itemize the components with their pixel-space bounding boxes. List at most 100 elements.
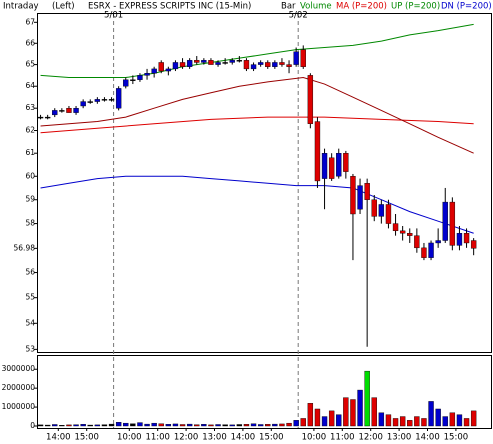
indicator-line xyxy=(40,23,474,79)
volume-bar xyxy=(115,422,122,427)
volume-bar xyxy=(179,424,186,427)
candle-body xyxy=(463,233,470,244)
candle-body xyxy=(428,242,434,258)
x-tick-label: 11:00 xyxy=(330,433,355,443)
legend-dn: DN (P=200) xyxy=(441,2,492,12)
volume-bar xyxy=(470,410,477,427)
candle-body xyxy=(52,110,58,116)
volume-bar xyxy=(94,424,101,427)
volume-bar xyxy=(44,424,51,427)
x-tick-label: 15:00 xyxy=(259,433,284,443)
y-tick-label: 67 xyxy=(25,17,35,26)
candle-body xyxy=(236,60,243,62)
indicator-line xyxy=(40,116,474,134)
y-tick-label: 63 xyxy=(25,103,35,112)
volume-bar xyxy=(123,422,129,427)
x-tick-label: 15:00 xyxy=(74,433,99,443)
y-tick-label: 53 xyxy=(25,344,35,353)
candle-body xyxy=(108,99,115,101)
y-tick-label: 59 xyxy=(25,195,35,204)
volume-bar xyxy=(449,412,456,427)
volume-bar xyxy=(456,414,463,427)
candle-body xyxy=(286,64,292,67)
x-tick-label: 10:00 xyxy=(302,433,327,443)
y-tick-label: 56 xyxy=(25,268,35,277)
volume-bar xyxy=(463,418,470,427)
candle-body xyxy=(87,101,93,103)
y-tick-label: 64 xyxy=(25,81,35,90)
volume-bar xyxy=(300,418,306,427)
candle-body xyxy=(165,68,172,72)
candle-body xyxy=(123,79,129,87)
candle-body xyxy=(94,99,101,102)
volume-bar xyxy=(250,423,257,427)
x-tick-label: 14:00 xyxy=(231,433,256,443)
candle-body xyxy=(336,153,342,177)
volume-bar xyxy=(87,424,93,427)
candle-body xyxy=(115,88,122,109)
candle-body xyxy=(44,116,51,119)
volume-bar xyxy=(130,423,136,427)
candle-body xyxy=(144,73,150,76)
x-tick-label: 15:00 xyxy=(444,433,469,443)
candle-body xyxy=(343,153,349,172)
volume-bar xyxy=(321,416,328,427)
x-tick-label: 12:00 xyxy=(358,433,383,443)
side-label: (Left) xyxy=(52,2,75,12)
volume-bar xyxy=(201,424,207,427)
candle-body xyxy=(392,223,399,232)
x-tick-label: 11:00 xyxy=(145,433,170,443)
candle-body xyxy=(130,79,136,81)
candle-body xyxy=(321,153,328,179)
candle-body xyxy=(314,121,321,182)
candle-body xyxy=(421,247,427,258)
volume-bar xyxy=(442,416,448,427)
candle-body xyxy=(449,201,456,246)
candle-body xyxy=(172,62,179,70)
candle-body xyxy=(407,233,413,236)
volume-bar xyxy=(428,401,434,427)
candle-body xyxy=(66,107,72,113)
volume-bar xyxy=(279,423,285,427)
volume-bar xyxy=(80,424,86,427)
volume-bar xyxy=(59,425,65,427)
indicator-line xyxy=(40,175,474,234)
candle-body xyxy=(59,110,65,112)
candle-body xyxy=(300,49,306,67)
x-tick-label: 14:00 xyxy=(415,433,440,443)
candle-body xyxy=(364,183,370,200)
volume-tick-label: 3000000 xyxy=(2,364,36,373)
y-tick-label: 60 xyxy=(25,171,35,180)
y-tick-label: 58 xyxy=(25,219,35,228)
volume-bar xyxy=(101,424,108,427)
y-tick-label: 56.98 xyxy=(14,243,36,252)
candle-body xyxy=(378,204,385,217)
candle-body xyxy=(179,62,186,67)
period-label: Intraday xyxy=(3,2,39,12)
volume-bar xyxy=(371,397,377,427)
indicator-line xyxy=(40,77,474,154)
candle-body xyxy=(229,60,235,63)
volume-bar xyxy=(52,424,58,427)
candle-body xyxy=(201,60,207,63)
volume-bar xyxy=(229,424,235,427)
day-break-label: 5/01 xyxy=(104,11,123,21)
volume-panel xyxy=(37,355,492,429)
volume-tick-label: 0 xyxy=(30,421,35,430)
volume-bar xyxy=(328,410,335,427)
y-tick-label: 54 xyxy=(25,318,35,327)
legend-up: UP (P=200) xyxy=(391,2,440,12)
y-tick-label: 62 xyxy=(25,126,35,135)
day-break-label: 5/02 xyxy=(289,11,308,21)
volume-bar xyxy=(208,424,214,427)
candle-body xyxy=(357,185,363,210)
volume-bar xyxy=(293,420,299,427)
candle-body xyxy=(399,230,406,234)
legend-ma: MA (P=200) xyxy=(336,2,387,12)
volume-bar xyxy=(194,424,200,427)
candle-body xyxy=(470,240,477,249)
volume-bar xyxy=(108,423,115,427)
volume-bar xyxy=(37,424,44,427)
legend-volume: Volume xyxy=(300,2,332,12)
